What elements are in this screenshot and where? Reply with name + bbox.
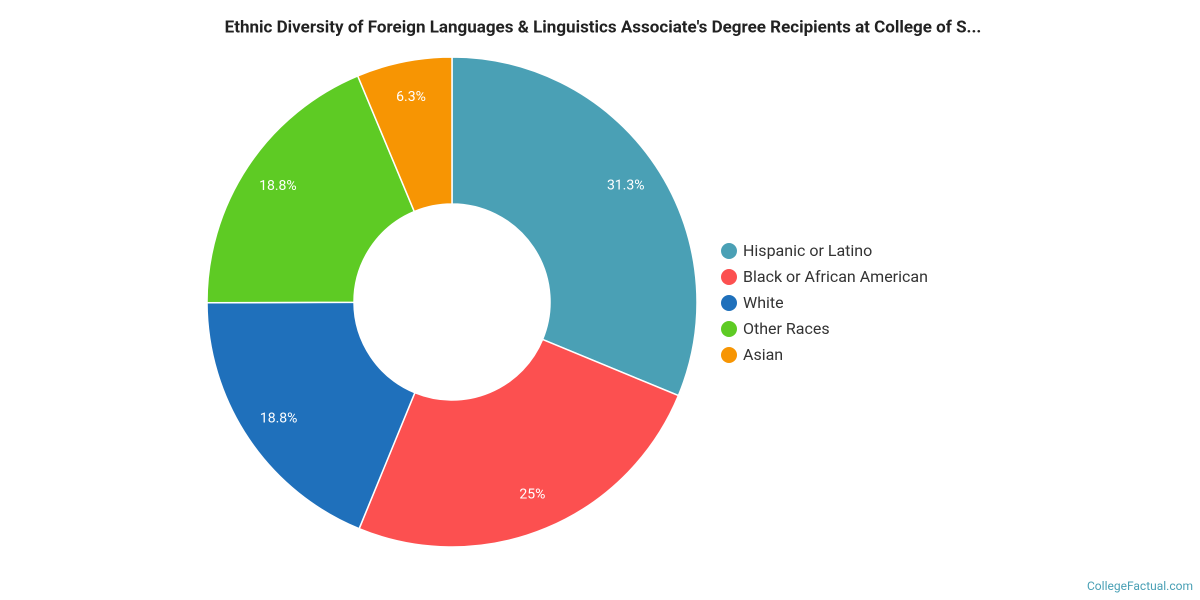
slice-label: 25%	[519, 487, 545, 503]
legend-label: Hispanic or Latino	[743, 241, 872, 260]
donut-slice	[358, 338, 680, 548]
legend-label: Asian	[743, 345, 783, 364]
legend-swatch	[721, 269, 737, 285]
legend-label: Black or African American	[743, 267, 928, 286]
donut-slice	[451, 56, 698, 397]
slice-label: 31.3%	[607, 178, 645, 194]
legend-swatch	[721, 243, 737, 259]
chart-title: Ethnic Diversity of Foreign Languages & …	[225, 17, 982, 37]
legend-swatch	[721, 295, 737, 311]
legend-swatch	[721, 321, 737, 337]
donut-slice	[206, 74, 416, 304]
donut-slice	[206, 301, 416, 530]
legend-swatch	[721, 347, 737, 363]
slice-label: 18.8%	[259, 178, 297, 194]
source-link[interactable]: CollegeFactual.com	[1087, 579, 1193, 593]
donut-slice	[356, 56, 453, 213]
slice-label: 6.3%	[396, 89, 426, 105]
legend-label: White	[743, 293, 784, 312]
legend-label: Other Races	[743, 319, 830, 338]
slice-label: 18.8%	[260, 410, 298, 426]
